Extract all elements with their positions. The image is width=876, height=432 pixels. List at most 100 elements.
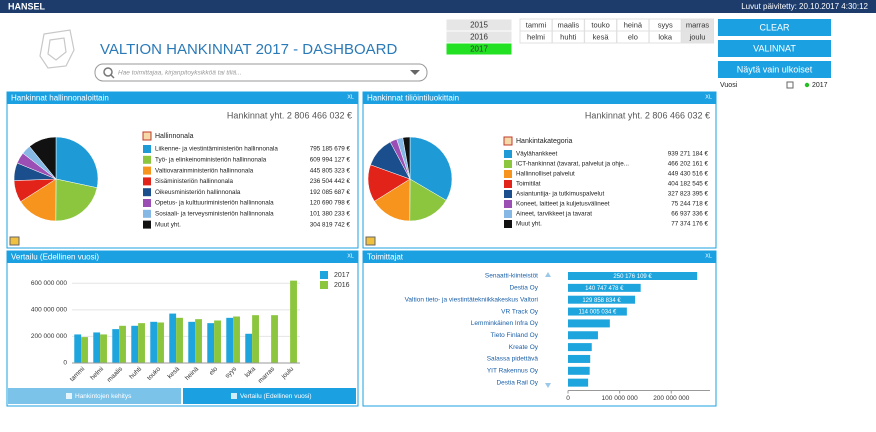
bar[interactable] — [226, 317, 234, 363]
y-tick-label: 600 000 000 — [31, 280, 68, 287]
bar[interactable] — [112, 329, 120, 363]
bar[interactable] — [568, 366, 590, 375]
scroll-down[interactable] — [545, 383, 551, 388]
legend-swatch — [504, 170, 512, 178]
legend-swatch — [504, 220, 512, 228]
bar[interactable] — [568, 378, 589, 387]
legend-value: 66 937 336 € — [671, 211, 708, 218]
bar[interactable] — [568, 295, 636, 304]
supplier-name[interactable]: YIT Rakennus Oy — [487, 368, 539, 375]
search-icon — [103, 67, 113, 77]
legend-swatch — [143, 177, 151, 186]
legend-label: Opetus- ja kulttuuriministeriön hallinno… — [155, 200, 274, 207]
legend-swatch — [320, 271, 328, 279]
button-label: CLEAR — [759, 22, 790, 32]
total: Hankinnat yht. 2 806 466 032 € — [585, 110, 710, 120]
legend-swatch — [143, 188, 151, 197]
bar[interactable] — [176, 317, 183, 363]
legend-value: 120 690 798 € — [310, 200, 351, 207]
pie-slice[interactable] — [55, 136, 99, 189]
scroll-up[interactable] — [545, 272, 551, 277]
bar[interactable] — [568, 283, 641, 292]
bar[interactable] — [150, 321, 158, 363]
bar[interactable] — [207, 323, 215, 363]
bar[interactable] — [93, 332, 101, 363]
bar[interactable] — [233, 316, 240, 364]
month-label: joulu — [689, 32, 706, 41]
bar[interactable] — [271, 315, 278, 363]
panel-corner[interactable]: XL — [705, 94, 712, 100]
button[interactable] — [718, 19, 831, 36]
bar[interactable] — [568, 307, 627, 316]
supplier-name[interactable]: Salassa pidettävä — [487, 356, 539, 363]
supplier-name[interactable]: Tieto Finland Oy — [491, 332, 539, 339]
tab[interactable] — [183, 388, 356, 404]
pie-slice[interactable] — [55, 178, 98, 222]
legend-label: Hallinnolliset palvelut — [516, 171, 575, 178]
legend-value: 445 805 323 € — [310, 167, 351, 174]
bar[interactable] — [119, 325, 126, 363]
bar[interactable] — [214, 320, 221, 363]
pie-slice[interactable] — [409, 178, 447, 222]
panel-header — [363, 251, 716, 263]
panel-corner[interactable]: XL — [347, 94, 354, 100]
bar[interactable] — [100, 334, 107, 363]
x-tick-label: elo — [208, 365, 219, 376]
bar[interactable] — [568, 272, 698, 280]
button[interactable] — [718, 40, 831, 57]
bar[interactable] — [568, 331, 598, 340]
supplier-name[interactable]: VR Track Oy — [501, 308, 539, 315]
supplier-name[interactable]: Kreate Oy — [509, 344, 539, 351]
pie-slice[interactable] — [402, 136, 411, 180]
dropdown-arrow[interactable] — [410, 70, 420, 75]
panel-corner[interactable]: XL — [347, 253, 354, 259]
edit-icon[interactable] — [786, 81, 794, 89]
year-option[interactable] — [445, 42, 513, 56]
tab-label: Vertailu (Edellinen vuosi) — [240, 393, 312, 400]
supplier-name[interactable]: Senaatti-kiinteistöt — [485, 273, 538, 280]
bar[interactable] — [245, 333, 253, 363]
bar[interactable] — [188, 321, 196, 363]
zoom-icon[interactable] — [365, 236, 376, 246]
legend-title: Hankintakategoria — [516, 138, 573, 145]
legend-swatch — [504, 180, 512, 188]
bar[interactable] — [568, 343, 592, 352]
bar[interactable] — [290, 280, 297, 363]
legend-swatch — [143, 220, 151, 229]
zoom-icon[interactable] — [9, 236, 20, 246]
legend-label: Oikeusministeriön hallinnonala — [155, 189, 241, 196]
search-box[interactable] — [94, 63, 428, 82]
bar[interactable] — [157, 322, 164, 363]
pie-slice[interactable] — [409, 136, 453, 201]
bar[interactable] — [568, 319, 610, 328]
tab[interactable] — [8, 388, 181, 404]
filter-label: Vuosi — [720, 82, 738, 89]
legend-label: 2016 — [334, 282, 350, 289]
month-option[interactable] — [681, 30, 714, 44]
supplier-name[interactable]: Destia Oy — [509, 285, 538, 292]
bar[interactable] — [195, 319, 202, 363]
brand: HANSEL — [8, 1, 46, 11]
supplier-name[interactable]: Valtion tieto- ja viestintätekniikkakesk… — [405, 296, 538, 303]
bar[interactable] — [568, 354, 591, 363]
bar[interactable] — [138, 323, 145, 363]
supplier-name[interactable]: Lemminkäinen Infra Oy — [471, 320, 539, 327]
x-tick-label: 200 000 000 — [653, 395, 690, 402]
legend-value: 449 430 516 € — [668, 171, 709, 178]
bar[interactable] — [81, 337, 88, 363]
legend-value: 101 380 233 € — [310, 210, 351, 217]
y-tick-label: 200 000 000 — [31, 333, 68, 340]
supplier-name[interactable]: Destia Rail Oy — [496, 379, 538, 386]
legend-swatch — [504, 150, 512, 158]
button[interactable] — [718, 61, 831, 78]
emblem — [39, 29, 75, 69]
legend-swatch — [320, 281, 328, 289]
bar[interactable] — [169, 313, 177, 363]
legend-swatch — [143, 166, 151, 175]
bar[interactable] — [74, 334, 82, 363]
pie-slice[interactable] — [29, 136, 57, 180]
bar[interactable] — [252, 315, 259, 363]
bar[interactable] — [131, 325, 139, 363]
selection-dot — [804, 82, 810, 88]
panel-corner[interactable]: XL — [705, 253, 712, 259]
